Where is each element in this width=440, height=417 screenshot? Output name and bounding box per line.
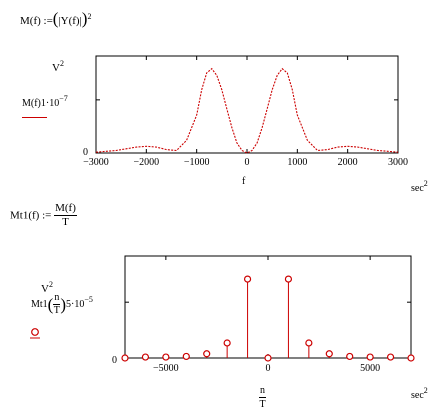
plot2-point [366,353,374,361]
definition-m[interactable]: M(f) :=(|Y(f)|)2 [20,10,91,27]
definition-mt1[interactable]: Mt1(f) := M(f) T [10,202,77,229]
plot2-point [141,353,150,361]
definition-mt1-fraction: M(f) T [54,202,77,229]
plot1-trace-label[interactable]: M(f)1·10−7 [22,94,68,109]
plot1-x-tick-label: −3000 [83,157,109,168]
plot1-x-tick-label: 1000 [287,157,307,168]
plot1-x-tick-label: 3000 [388,157,408,168]
plot2-point [121,354,129,362]
plot2-point [346,352,354,361]
definition-m-inner: Y(f) [60,15,80,27]
plot2-x-tick-label: −5000 [153,363,179,374]
plot2-point [407,354,415,362]
paren-open: ( [52,9,59,28]
plot2-point [305,339,313,347]
plot1-x-tick-label: 2000 [338,157,358,168]
paren-close: ) [81,9,88,28]
plot1-trace [95,67,399,154]
plot1-scale-exp: −7 [59,94,68,103]
exponent: 2 [87,12,92,21]
plot2-point [325,350,333,358]
plot2-y-units: V2 [41,280,53,295]
plot1-scale: 1·10 [40,98,60,109]
plot2-point [386,353,395,361]
plot2-point [264,354,272,362]
plot1-x-units: sec2 [411,179,428,194]
plot2-scale: 5·10 [66,299,85,310]
plot1-y-zero: 0 [83,147,88,158]
definition-m-lhs: M(f) := [20,15,53,27]
plot2-x-tick-label: 0 [266,363,271,374]
definition-mt1-lhs: Mt1(f) := [10,209,52,222]
plot2-x-var: n T [259,385,266,410]
plot2-point [223,339,231,347]
abs-open: | [58,15,61,27]
plot2-point [182,352,190,361]
plot2-arg-fraction: n T [53,292,61,316]
plot1-x-var: f [242,176,246,187]
abs-close: | [79,15,82,27]
plot1-trace-name: M(f) [22,98,41,109]
plot2-point [243,275,252,283]
plot2-trace-label[interactable]: Mt1( n T )5·10−5 [31,292,93,316]
plot1-y-units: V2 [52,59,64,74]
plot1-x-tick-label: −2000 [134,157,160,168]
plot2-point [203,350,211,358]
fraction-denominator: T [62,216,69,228]
plot2-x-units: sec2 [411,386,428,401]
plot1-x-tick-label: 0 [245,157,250,168]
plot1-legend-line [22,117,47,118]
fraction-numerator: M(f) [54,202,77,216]
plot2-frame [124,255,412,359]
plot2-trace-name: Mt1 [31,299,48,310]
plot2-x-tick-label: 5000 [360,363,380,374]
plot2-scale-exp: −5 [84,295,93,304]
plot2-y-zero: 0 [112,355,117,366]
plot1-x-tick-label: −1000 [184,157,210,168]
plot2-point [284,275,293,283]
plot2-legend-marker [30,328,40,339]
plot1-frame [95,55,399,154]
plot2-point [162,353,170,361]
